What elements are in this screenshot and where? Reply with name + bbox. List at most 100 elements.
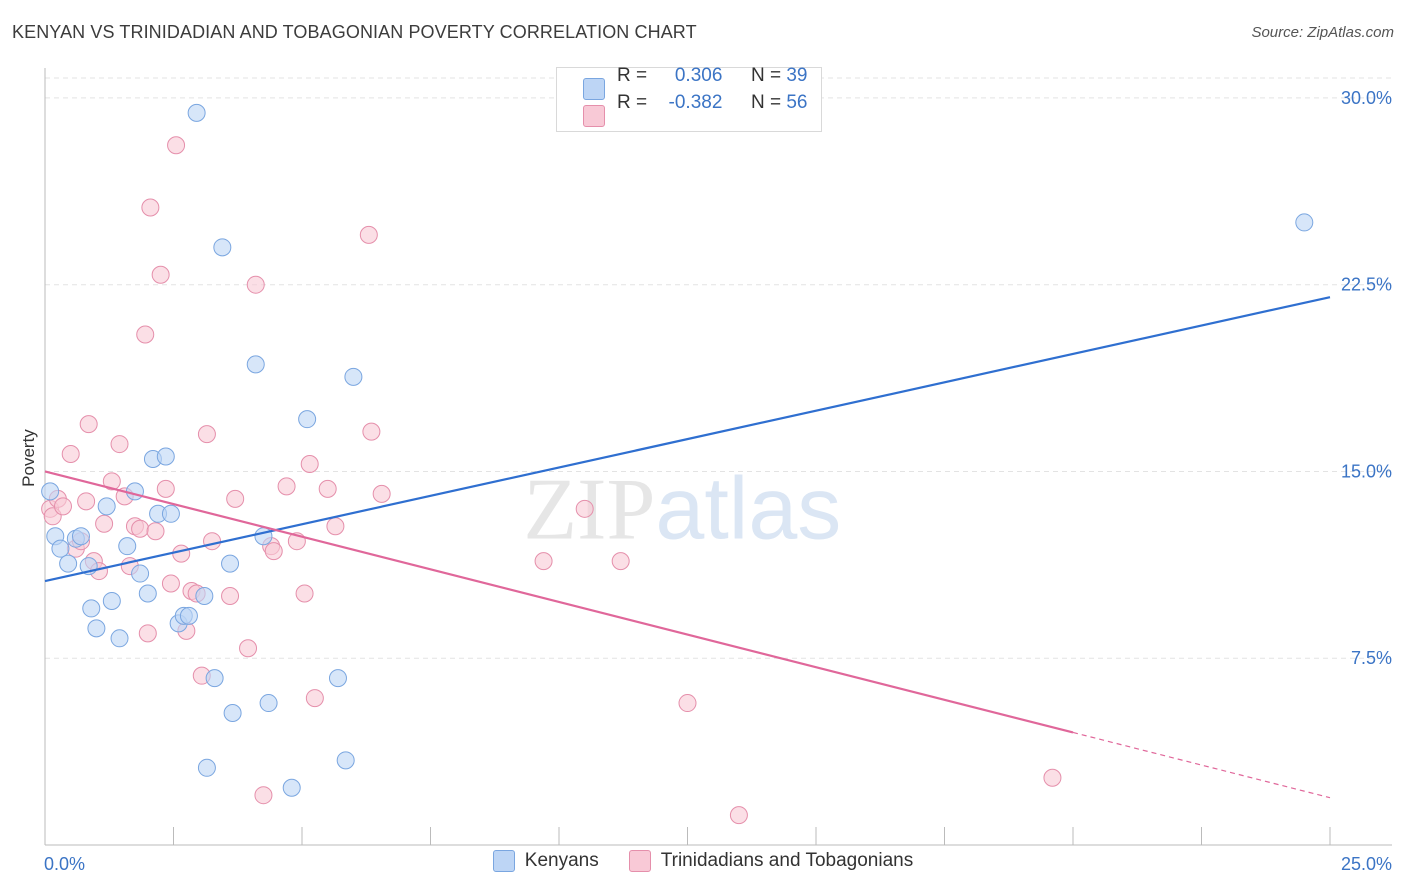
trinidadian-point: [1043, 768, 1062, 787]
trinidadian-point: [226, 489, 245, 508]
trinidadian-point: [156, 479, 175, 498]
trinidadian-point: [95, 514, 114, 533]
trinidadian-point: [239, 639, 258, 658]
kenyan-point: [138, 584, 157, 603]
y-axis-label: Poverty: [19, 429, 38, 487]
kenyan-point: [71, 527, 90, 546]
correlation-legend: R = 0.306 N = 39 R = -0.382 N = 56: [556, 65, 822, 132]
kenyan-point: [187, 103, 206, 122]
trinidadian-point: [146, 522, 165, 541]
trinidadian-point: [61, 445, 80, 464]
trinidadian-point: [110, 435, 129, 454]
trinidadian-point: [203, 532, 222, 551]
kenyan-point: [246, 355, 265, 374]
kenyan-point: [223, 704, 242, 723]
trinidadian-point: [300, 454, 319, 473]
legend-n-label: N =: [750, 65, 782, 86]
kenyan-point: [102, 591, 121, 610]
legend-r-label: R =: [617, 65, 648, 86]
kenyan-point: [110, 629, 129, 648]
kenyan-point: [254, 527, 273, 546]
y-tick-label: 30.0%: [1341, 88, 1392, 108]
legend-r-value-blue: 0.306: [674, 65, 723, 86]
trinidadian-point: [575, 499, 594, 518]
y-tick-label: 7.5%: [1351, 648, 1392, 668]
trinidadian-point: [359, 225, 378, 244]
trinidadian-point: [53, 497, 72, 516]
trinidadian-point: [295, 584, 314, 603]
series-legend: Kenyans Trinidadians and Tobagonians: [0, 850, 1406, 872]
kenyan-point: [282, 778, 301, 797]
trend-line-1: [44, 470, 1074, 734]
trinidadian-point: [264, 542, 283, 561]
trinidadian-point: [151, 265, 170, 284]
kenyan-point: [179, 606, 198, 625]
kenyan-point: [259, 694, 278, 713]
legend-swatch-trinidadians: [628, 850, 651, 872]
trinidadian-point: [136, 325, 155, 344]
trinidadian-point: [534, 552, 553, 571]
kenyan-point: [298, 410, 317, 429]
kenyan-point: [1295, 213, 1314, 232]
kenyan-point: [205, 669, 224, 688]
kenyan-point: [41, 482, 60, 501]
kenyan-point: [156, 447, 175, 466]
legend-n-value-blue: 39: [786, 65, 808, 86]
kenyan-point: [97, 497, 116, 516]
trinidadian-point: [79, 415, 98, 434]
trinidadian-point: [305, 689, 324, 708]
trinidadian-point: [611, 552, 630, 571]
trinidadian-point: [362, 422, 381, 441]
trinidadian-point: [254, 786, 273, 805]
kenyan-point: [125, 482, 144, 501]
legend-swatch-kenyans: [492, 850, 515, 872]
kenyan-point: [336, 751, 355, 770]
kenyan-point: [213, 238, 232, 257]
kenyan-point: [59, 554, 78, 573]
trinidadian-point: [141, 198, 160, 217]
kenyan-point: [221, 554, 240, 573]
kenyan-point: [344, 367, 363, 386]
trinidadian-point: [197, 425, 216, 444]
watermark: ZIPatlas: [523, 459, 841, 559]
kenyan-point: [82, 599, 101, 618]
trinidadian-point: [246, 275, 265, 294]
x-tick-label: 25.0%: [1341, 854, 1392, 874]
legend-item-trinidadians[interactable]: Trinidadians and Tobagonians: [628, 850, 914, 872]
legend-r-value-pink: -0.382: [668, 92, 723, 113]
legend-n-label: N =: [750, 92, 782, 113]
kenyan-point: [131, 564, 150, 583]
trinidadian-point: [678, 694, 697, 713]
trinidadian-point: [167, 136, 186, 155]
x-tick-label: 0.0%: [44, 854, 85, 874]
trinidadian-point: [729, 806, 748, 825]
legend-r-label: R =: [617, 92, 648, 113]
trinidadian-point: [172, 544, 191, 563]
kenyan-point: [87, 619, 106, 638]
trinidadian-point: [277, 477, 296, 496]
y-tick-label: 15.0%: [1341, 461, 1392, 481]
legend-swatch-pink: [583, 105, 605, 127]
kenyan-point: [118, 537, 137, 556]
kenyan-point: [328, 669, 347, 688]
trinidadian-point: [221, 586, 240, 605]
trend-line-extension-1: [1072, 731, 1331, 799]
trinidadian-point: [318, 479, 337, 498]
kenyan-point: [195, 586, 214, 605]
legend-n-value-pink: 56: [786, 92, 808, 113]
kenyan-point: [197, 758, 216, 777]
kenyan-point: [161, 504, 180, 523]
trinidadian-point: [131, 519, 150, 538]
kenyan-point: [51, 539, 70, 558]
chart-title: KENYAN VS TRINIDADIAN AND TOBAGONIAN POV…: [12, 22, 697, 42]
trinidadian-point: [326, 517, 345, 536]
trinidadian-point: [372, 484, 391, 503]
trinidadian-point: [77, 492, 96, 511]
legend-label-kenyans: Kenyans: [524, 850, 599, 871]
legend-label-trinidadians: Trinidadians and Tobagonians: [660, 850, 914, 871]
legend-item-kenyans[interactable]: Kenyans: [492, 850, 599, 872]
trend-line-0: [44, 296, 1331, 583]
trinidadian-point: [138, 624, 157, 643]
legend-swatch-blue: [583, 78, 605, 100]
